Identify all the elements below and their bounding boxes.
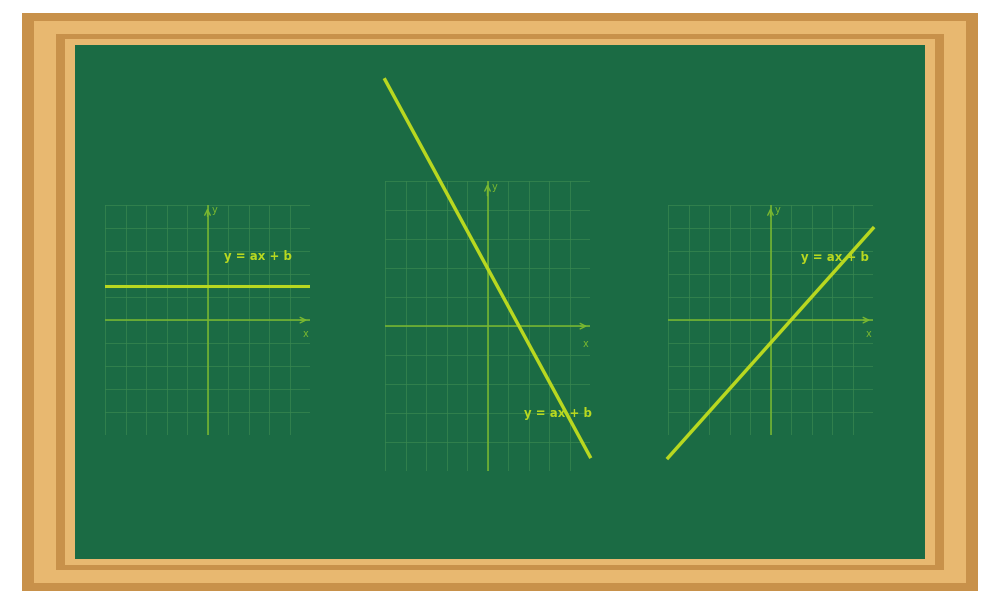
Text: y: y	[212, 205, 218, 215]
Text: a = 0: a = 0	[170, 504, 245, 528]
Text: x: x	[866, 329, 872, 339]
Text: y = ax + b: y = ax + b	[224, 249, 292, 263]
Text: a < 0: a < 0	[450, 504, 525, 528]
Text: x: x	[303, 329, 309, 339]
Text: a > 0: a > 0	[733, 504, 808, 528]
Text: y = ax + b: y = ax + b	[524, 407, 592, 420]
Text: y: y	[775, 205, 781, 215]
Text: x: x	[583, 339, 589, 349]
Text: y: y	[492, 182, 498, 192]
Text: Linear Function: Linear Function	[318, 54, 682, 97]
Text: y = ax + b: y = ax + b	[801, 251, 869, 265]
